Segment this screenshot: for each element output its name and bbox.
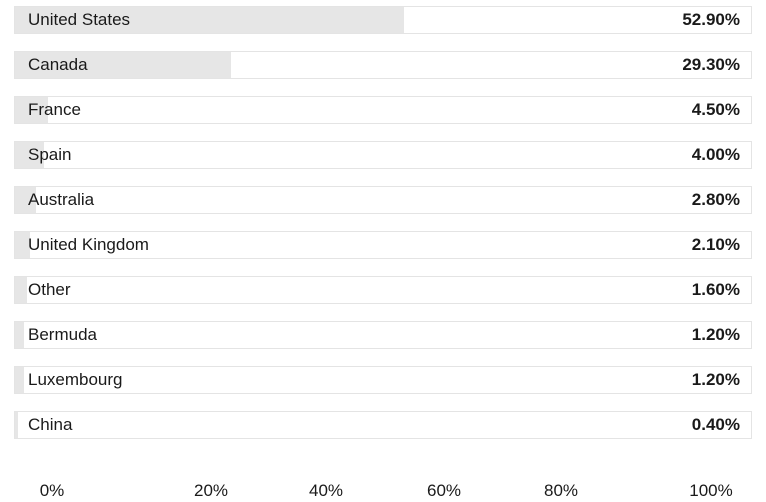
value-label: 1.20% [691, 325, 740, 344]
bar-row: France 4.50% [14, 96, 752, 124]
value-label: 1.60% [691, 280, 740, 299]
bar [15, 322, 24, 348]
category-label: France [28, 100, 81, 119]
x-tick-label: 100% [689, 481, 733, 500]
value-label: 2.80% [691, 190, 740, 209]
bar-row: Australia 2.80% [14, 186, 752, 214]
bar-row: Luxembourg 1.20% [14, 366, 752, 394]
bar [15, 142, 45, 168]
category-label: United States [28, 10, 131, 29]
category-label: Luxembourg [28, 370, 123, 389]
category-label: Bermuda [28, 325, 97, 344]
value-label: 29.30% [682, 55, 740, 74]
value-label: 0.40% [691, 415, 740, 434]
category-label: Spain [28, 145, 72, 164]
bar-row: Other 1.60% [14, 276, 752, 304]
value-label: 4.00% [691, 145, 740, 164]
bar [15, 97, 49, 123]
bar-row: Canada 29.30% [14, 51, 752, 79]
bar [15, 412, 18, 438]
bar [15, 367, 24, 393]
x-tick-label: 20% [193, 481, 229, 500]
bar [15, 52, 231, 78]
bar [15, 232, 31, 258]
value-label: 4.50% [691, 100, 740, 119]
value-label: 52.90% [682, 10, 740, 29]
value-label: 2.10% [691, 235, 740, 254]
x-tick-label: 0% [39, 481, 65, 500]
category-label: Canada [28, 55, 88, 74]
category-label: Other [28, 280, 71, 299]
category-label: United Kingdom [28, 235, 149, 254]
bar-row: Spain 4.00% [14, 141, 752, 169]
bar-row: China 0.40% [14, 411, 752, 439]
category-label: China [28, 415, 73, 434]
category-label: Australia [28, 190, 95, 209]
x-tick-label: 80% [543, 481, 579, 500]
bar-row: United Kingdom 2.10% [14, 231, 752, 259]
value-label: 1.20% [691, 370, 740, 389]
x-tick-label: 40% [308, 481, 344, 500]
x-tick-label: 60% [426, 481, 462, 500]
bar [15, 187, 36, 213]
bar [15, 277, 27, 303]
bar [15, 7, 405, 33]
bar-row: Bermuda 1.20% [14, 321, 752, 349]
bar-row: United States 52.90% [14, 6, 752, 34]
